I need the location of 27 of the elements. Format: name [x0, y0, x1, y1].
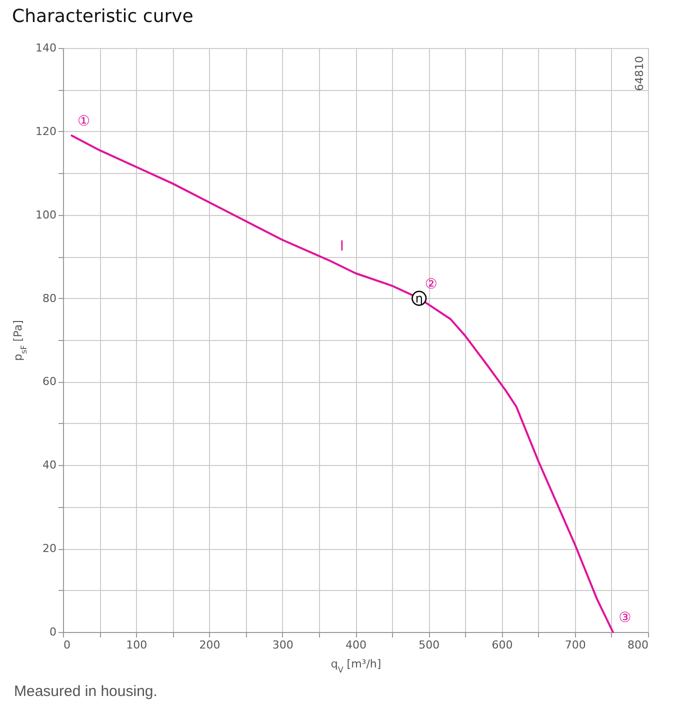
x-axis-title: q$_{V}$ [m³/h] — [330, 658, 382, 674]
x-tick-label: 500 — [418, 638, 440, 652]
x-tick-label: 300 — [272, 638, 294, 652]
annotation: 64810 — [633, 56, 646, 91]
y-tick-label: 0 — [50, 626, 56, 638]
x-tick-label: 800 — [628, 638, 648, 652]
x-tick-label: 200 — [199, 638, 220, 652]
annotation: η — [415, 291, 423, 306]
chart-title: Characteristic curve — [12, 6, 194, 27]
y-tick-label: 140 — [36, 42, 56, 54]
x-tick-label: 700 — [564, 638, 586, 652]
y-tick-label: 80 — [42, 292, 56, 305]
y-tick-label: 100 — [36, 208, 56, 222]
y-tick-label: 40 — [42, 458, 56, 472]
y-tick-label: 20 — [42, 542, 56, 556]
y-tick-label: 60 — [42, 375, 56, 388]
y-tick-label: 120 — [36, 124, 56, 138]
annotation: ① — [77, 114, 90, 130]
x-tick-label: 400 — [346, 638, 366, 652]
annotation: ② — [424, 276, 438, 292]
x-tick-label: 0 — [64, 638, 70, 652]
line-series — [70, 134, 614, 633]
annotation: ③ — [618, 610, 632, 626]
x-tick-label: 600 — [492, 638, 513, 652]
x-tick-label: 100 — [126, 638, 148, 652]
text: Measured in housing. — [14, 683, 158, 700]
annotation: I — [340, 238, 344, 255]
